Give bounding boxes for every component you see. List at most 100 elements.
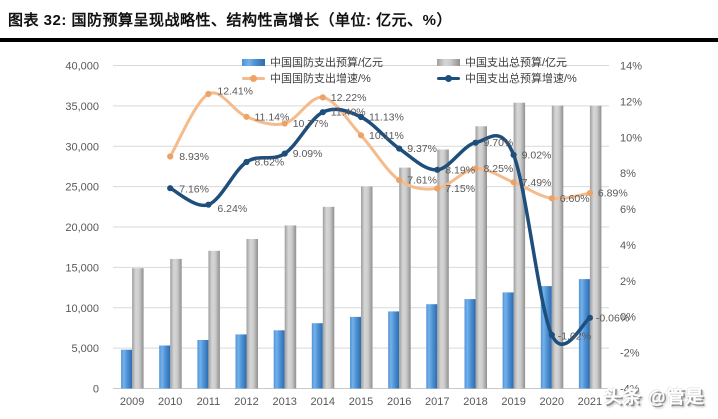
data-point: [243, 158, 250, 166]
bar: [311, 323, 323, 389]
right-axis-tick: -2%: [620, 348, 640, 360]
watermark: 头条 @管是: [604, 387, 705, 407]
bar: [246, 239, 258, 389]
data-label: 9.02%: [522, 149, 552, 161]
bar: [540, 286, 552, 389]
bar: [388, 311, 400, 389]
legend-label: 中国国防支出增速/%: [270, 73, 371, 85]
right-axis-tick: -4%: [620, 384, 640, 396]
bar: [589, 105, 602, 389]
data-label: 11.40%: [331, 107, 366, 119]
total-growth-line: [167, 107, 594, 346]
bar: [121, 349, 133, 389]
bar: [350, 316, 361, 389]
right-axis-tick: 4%: [620, 240, 636, 252]
x-axis-label: 2018: [463, 396, 487, 408]
data-point: [319, 94, 326, 101]
legend-label: 中国支出总预算/亿元: [465, 57, 568, 69]
bar: [273, 330, 285, 389]
right-axis-tick: 0%: [620, 312, 636, 324]
x-axis-label: 2021: [578, 396, 602, 408]
data-label: 10.11%: [369, 130, 404, 142]
data-label: 9.70%: [484, 137, 514, 149]
total-budget-bar-swatch: [437, 58, 460, 66]
defense-budget-bar-swatch: [242, 58, 265, 66]
data-label: 7.15%: [445, 183, 475, 195]
left-axis-tick: 40,000: [65, 61, 99, 73]
data-label: 8.62%: [255, 157, 285, 169]
left-axis-tick: 10,000: [65, 303, 99, 315]
x-axis-label: 2019: [501, 396, 525, 408]
figure-title: 图表 32: 国防预算呈现战略性、结构性高增长（单位: 亿元、%）: [8, 12, 453, 29]
right-axis-tick: 2%: [620, 276, 636, 288]
bar: [322, 206, 335, 389]
left-axis-tick: 15,000: [65, 262, 99, 274]
data-point: [319, 109, 326, 116]
bar: [159, 345, 171, 389]
x-axis-label: 2015: [349, 396, 373, 408]
data-label: 11.13%: [369, 112, 404, 124]
x-axis-label: 2012: [234, 396, 258, 408]
data-point: [357, 132, 365, 139]
bar: [399, 167, 411, 389]
bar: [170, 258, 182, 389]
data-label: 6.24%: [217, 203, 247, 215]
data-label: 6.89%: [598, 188, 628, 200]
defense-growth-line-swatch: [242, 73, 265, 83]
data-point: [434, 166, 441, 173]
data-point: [205, 201, 212, 208]
bar: [132, 268, 144, 389]
data-label: 10.77%: [293, 118, 329, 130]
bar: [578, 279, 590, 389]
x-axis-label: 2017: [425, 396, 449, 408]
left-axis-tick: 0: [93, 384, 99, 396]
x-axis-label: 2014: [311, 396, 335, 408]
x-axis-label: 2013: [272, 396, 296, 408]
x-axis-label: 2011: [197, 396, 221, 408]
right-axis-tick: 12%: [620, 96, 642, 108]
bar: [513, 102, 526, 389]
bar: [361, 186, 373, 389]
x-axis-label: 2010: [158, 396, 182, 408]
data-point: [396, 145, 403, 152]
defense-growth-labels: 8.93% 12.41% 11.14%10.77% 12.22% 10.11% 7.61%…: [179, 86, 627, 205]
bar: [551, 105, 564, 389]
data-point: [243, 113, 250, 120]
title-divider: [0, 38, 718, 42]
left-axis-tick: 5,000: [71, 343, 99, 355]
x-axis-label: 2009: [120, 396, 144, 408]
bar: [464, 299, 476, 389]
x-axis-label: 2020: [540, 396, 564, 408]
total-growth-line-swatch: [437, 73, 460, 83]
data-point: [167, 185, 174, 192]
data-label: -0.06%: [596, 312, 629, 324]
data-label: 12.22%: [331, 92, 367, 104]
legend-total-budget: 中国支出总预算/亿元: [437, 56, 568, 69]
legend-defense-growth: 中国国防支出增速/%: [242, 72, 371, 85]
legend-label: 中国国防支出预算/亿元: [270, 57, 384, 69]
right-axis-tick: 6%: [620, 204, 636, 216]
data-label: 8.25%: [484, 163, 514, 175]
left-axis-tick: 20,000: [65, 222, 99, 234]
data-point: [281, 150, 288, 157]
x-axis-labels: 2009 2010 2011 2012 2013 2014 2015 2016 2017 2018…: [120, 396, 602, 408]
bar: [437, 149, 449, 389]
data-label: 6.60%: [560, 193, 590, 205]
bar: [426, 304, 438, 389]
defense-budget-bars: [121, 279, 590, 389]
data-label: 8.93%: [179, 151, 209, 163]
legend-total-growth: 中国支出总预算增速/%: [437, 72, 577, 85]
data-label: 8.19%: [445, 164, 475, 176]
legend-label: 中国支出总预算增速/%: [465, 73, 577, 85]
data-point: [167, 153, 174, 160]
bar: [502, 292, 514, 389]
data-label: 7.16%: [179, 184, 209, 196]
bar: [475, 126, 487, 389]
data-point: [510, 151, 517, 158]
data-label: 7.49%: [522, 177, 552, 189]
data-label: 12.41%: [217, 86, 253, 98]
data-point: [548, 195, 555, 202]
data-point: [281, 120, 288, 127]
